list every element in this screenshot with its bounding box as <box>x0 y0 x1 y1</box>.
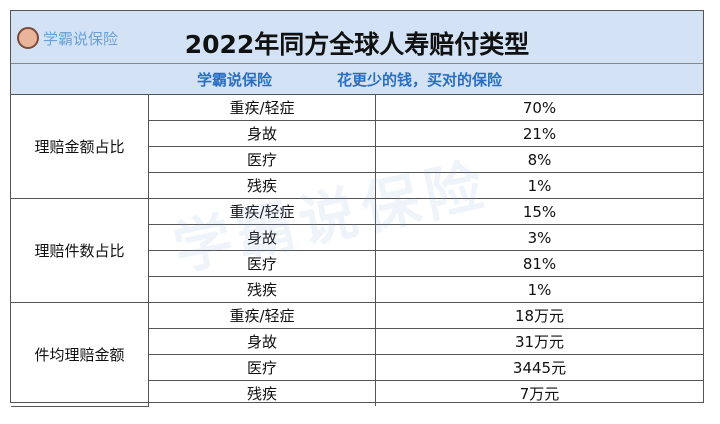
table-row: 身故 31万元 <box>11 328 703 355</box>
table-row: 件均理赔金额 重疾/轻症 18万元 <box>11 302 703 407</box>
category-cell: 残疾 <box>148 380 376 406</box>
header: 学霸说保险 2022年同方全球人寿赔付类型 学霸说保险 花更少的钱，买对的保险 <box>11 11 703 95</box>
value-cell: 3445元 <box>375 354 703 381</box>
table-row: 理赔件数占比 重疾/轻症 15% <box>11 198 703 303</box>
value-cell: 8% <box>375 146 703 173</box>
value-cell: 3% <box>375 224 703 251</box>
table-row: 残疾 7万元 <box>11 380 703 406</box>
category-cell: 身故 <box>148 224 376 251</box>
category-cell: 医疗 <box>148 146 376 173</box>
group-label: 件均理赔金额 <box>11 302 149 407</box>
subtitle-left: 学霸说保险 <box>197 71 273 89</box>
category-cell: 残疾 <box>148 172 376 199</box>
value-cell: 81% <box>375 250 703 277</box>
category-cell: 身故 <box>148 328 376 355</box>
logo-text: 学霸说保险 <box>43 29 119 48</box>
title: 2022年同方全球人寿赔付类型 <box>184 30 530 59</box>
value-cell: 7万元 <box>375 380 703 406</box>
category-cell: 重疾/轻症 <box>148 302 376 329</box>
category-cell: 医疗 <box>148 354 376 381</box>
table-row: 医疗 8% <box>11 146 703 173</box>
category-cell: 残疾 <box>148 276 376 303</box>
category-cell: 身故 <box>148 120 376 147</box>
logo: 学霸说保险 <box>17 27 118 49</box>
table-frame: 学霸说保险 2022年同方全球人寿赔付类型 学霸说保险 花更少的钱，买对的保险 … <box>10 10 704 407</box>
table-row: 理赔金额占比 重疾/轻症 70% <box>11 95 703 199</box>
subtitle-right: 花更少的钱，买对的保险 <box>337 71 503 89</box>
avatar <box>17 27 39 49</box>
table-row: 身故 21% <box>11 120 703 147</box>
value-cell: 15% <box>375 198 703 225</box>
group-label: 理赔金额占比 <box>11 95 149 199</box>
value-cell: 21% <box>375 120 703 147</box>
value-cell: 70% <box>375 95 703 121</box>
value-cell: 1% <box>375 172 703 199</box>
value-cell: 31万元 <box>375 328 703 355</box>
group-label: 理赔件数占比 <box>11 198 149 303</box>
data-table: 理赔金额占比 重疾/轻症 70% 身故 21% 医疗 8% 残疾 1% 理赔件数占比 重疾/轻症 15… <box>11 95 703 407</box>
category-cell: 医疗 <box>148 250 376 277</box>
divider <box>11 63 703 64</box>
category-cell: 重疾/轻症 <box>148 95 376 121</box>
category-cell: 重疾/轻症 <box>148 198 376 225</box>
table-row: 残疾 1% <box>11 276 703 303</box>
value-cell: 1% <box>375 276 703 303</box>
table-row: 医疗 3445元 <box>11 354 703 381</box>
value-cell: 18万元 <box>375 302 703 329</box>
